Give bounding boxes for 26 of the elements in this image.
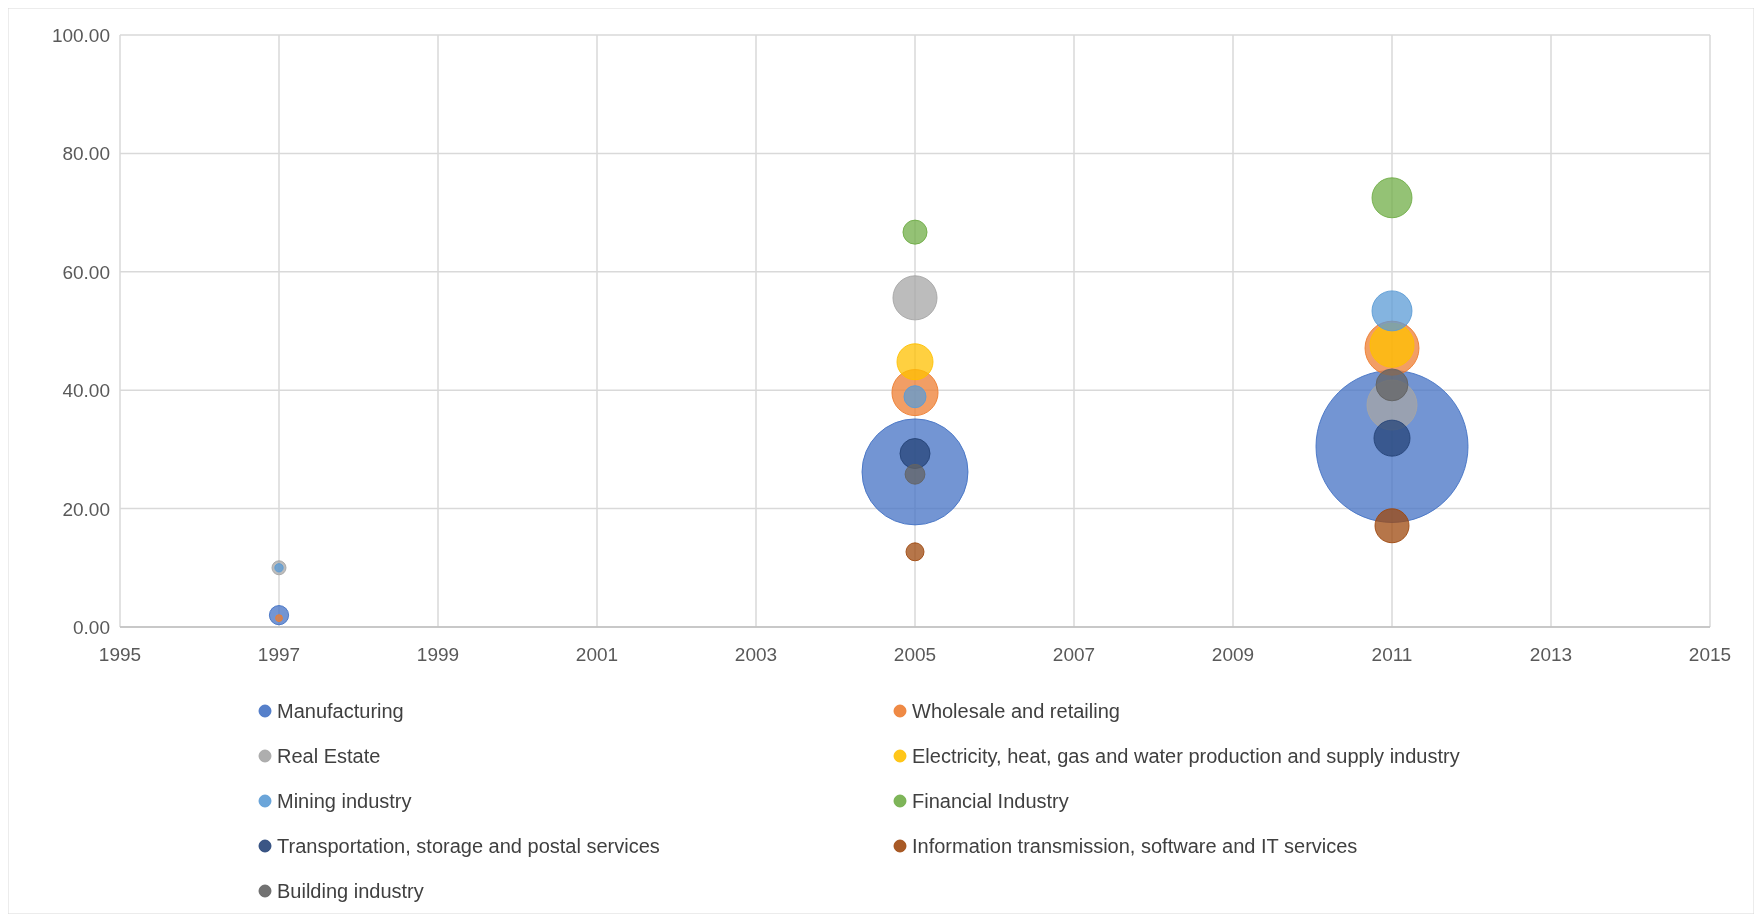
y-tick-label: 40.00 (62, 380, 110, 402)
y-tick-label: 20.00 (62, 498, 110, 520)
x-tick-label: 2013 (1529, 644, 1573, 665)
legend-label: Information transmission, software and IT services (912, 835, 1358, 857)
x-tick-label: 2011 (1371, 644, 1413, 665)
x-tick-label: 2009 (1211, 644, 1255, 665)
legend-label: Mining industry (277, 790, 412, 812)
y-tick-label: 100.00 (51, 25, 110, 46)
y-tick-label: 80.00 (62, 143, 110, 165)
y-tick-label: 0.00 (73, 617, 110, 638)
x-tick-label: 2015 (1688, 644, 1732, 665)
legend-label: Building industry (277, 880, 424, 902)
x-tick-label: 2005 (893, 644, 937, 665)
x-tick-label: 2007 (1052, 644, 1096, 665)
legend-label: Real Estate (277, 745, 381, 767)
legend-label: Financial Industry (912, 790, 1069, 812)
legend-label: Transportation, storage and postal services (277, 835, 660, 857)
x-tick-label: 2001 (575, 644, 619, 665)
x-tick-label: 2003 (734, 644, 778, 665)
legend-label: Manufacturing (277, 700, 404, 722)
x-tick-label: 1999 (416, 644, 460, 665)
x-tick-label: 1997 (257, 644, 301, 665)
legend-label: Wholesale and retailing (912, 700, 1120, 722)
y-tick-label: 60.00 (62, 261, 110, 283)
x-tick-label: 1995 (98, 644, 142, 665)
legend-label: Electricity, heat, gas and water production and supply industry (912, 745, 1460, 767)
